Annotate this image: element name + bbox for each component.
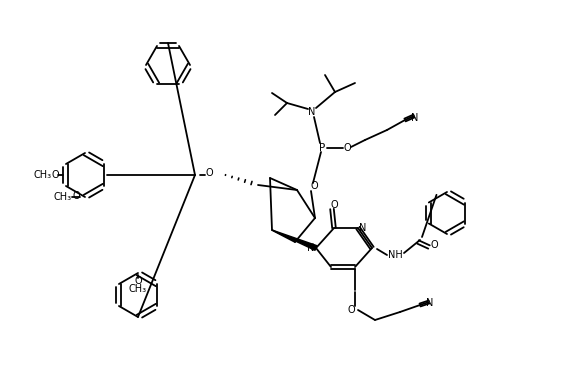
Text: O: O [310, 181, 318, 191]
Text: N: N [308, 107, 315, 117]
Text: O: O [72, 191, 80, 201]
Text: O: O [430, 240, 438, 250]
Text: CH₃: CH₃ [34, 170, 52, 180]
Polygon shape [272, 230, 317, 250]
Text: O: O [134, 276, 142, 286]
Text: N: N [359, 223, 367, 233]
Text: CH₃: CH₃ [129, 284, 147, 294]
Text: N: N [426, 298, 434, 308]
Text: N: N [307, 243, 315, 253]
Text: O: O [51, 170, 59, 180]
Text: O: O [347, 305, 355, 315]
Text: O: O [343, 143, 351, 153]
Text: O: O [205, 168, 213, 178]
Text: N: N [412, 113, 419, 123]
Text: P: P [319, 143, 325, 153]
Text: CH₃: CH₃ [54, 192, 72, 202]
Text: NH: NH [388, 250, 402, 260]
Text: O: O [330, 200, 338, 210]
